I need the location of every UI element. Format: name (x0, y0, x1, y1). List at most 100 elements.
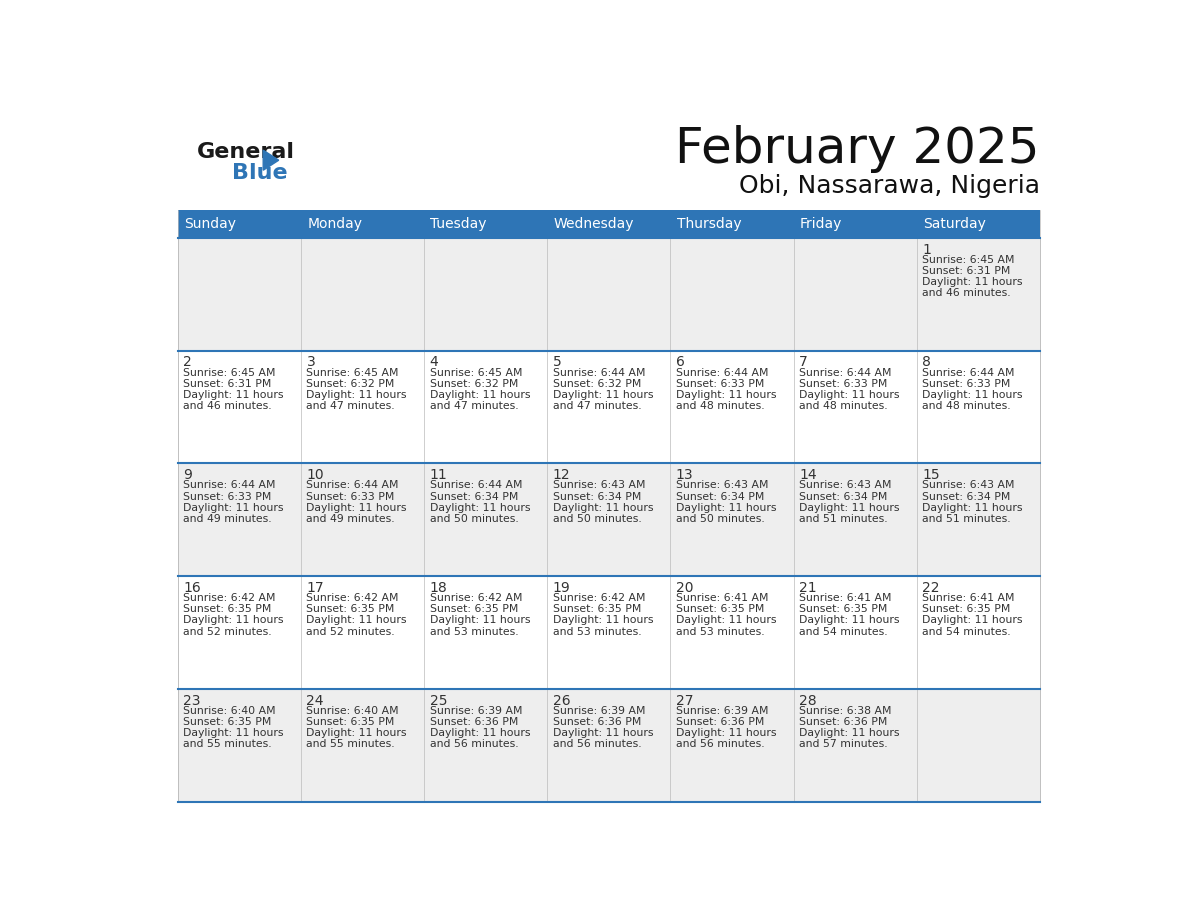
Bar (178, 464, 301, 577)
Bar (670, 688, 794, 801)
Text: and 53 minutes.: and 53 minutes. (676, 627, 764, 636)
Text: 11: 11 (430, 468, 448, 482)
Text: Sunrise: 6:39 AM: Sunrise: 6:39 AM (676, 706, 769, 716)
Text: Sunset: 6:36 PM: Sunset: 6:36 PM (676, 717, 764, 727)
Text: Daylight: 11 hours: Daylight: 11 hours (430, 503, 530, 513)
Polygon shape (264, 151, 279, 170)
Text: Daylight: 11 hours: Daylight: 11 hours (800, 615, 899, 625)
Text: 23: 23 (183, 693, 201, 708)
Text: Sunset: 6:32 PM: Sunset: 6:32 PM (552, 379, 642, 389)
Text: Sunrise: 6:38 AM: Sunrise: 6:38 AM (800, 706, 891, 716)
Bar (301, 238, 424, 351)
Text: 19: 19 (552, 581, 570, 595)
Bar (670, 464, 794, 577)
Bar (670, 238, 794, 351)
Text: Sunrise: 6:43 AM: Sunrise: 6:43 AM (922, 480, 1015, 490)
Text: Sunrise: 6:39 AM: Sunrise: 6:39 AM (552, 706, 645, 716)
Text: Sunset: 6:34 PM: Sunset: 6:34 PM (676, 491, 764, 501)
Text: Sunset: 6:35 PM: Sunset: 6:35 PM (183, 717, 272, 727)
Text: Sunset: 6:33 PM: Sunset: 6:33 PM (676, 379, 764, 389)
Bar (178, 351, 301, 464)
Bar (301, 464, 424, 577)
Text: Sunset: 6:36 PM: Sunset: 6:36 PM (552, 717, 642, 727)
Bar (917, 688, 1040, 801)
Text: Daylight: 11 hours: Daylight: 11 hours (430, 615, 530, 625)
Text: Sunrise: 6:44 AM: Sunrise: 6:44 AM (183, 480, 276, 490)
Bar (670, 577, 794, 688)
Bar (794, 351, 917, 464)
Text: and 48 minutes.: and 48 minutes. (922, 401, 1011, 411)
Bar (178, 688, 301, 801)
Text: Friday: Friday (800, 218, 842, 231)
Bar (424, 238, 548, 351)
Text: 13: 13 (676, 468, 694, 482)
Text: Sunset: 6:36 PM: Sunset: 6:36 PM (430, 717, 518, 727)
Text: Sunset: 6:34 PM: Sunset: 6:34 PM (922, 491, 1011, 501)
Text: 18: 18 (430, 581, 448, 595)
Text: and 49 minutes.: and 49 minutes. (183, 514, 272, 524)
Text: Daylight: 11 hours: Daylight: 11 hours (307, 390, 407, 400)
Text: 2: 2 (183, 355, 192, 369)
Text: 4: 4 (430, 355, 438, 369)
Text: Sunset: 6:31 PM: Sunset: 6:31 PM (922, 266, 1011, 276)
Text: Sunset: 6:35 PM: Sunset: 6:35 PM (430, 604, 518, 614)
Text: Sunrise: 6:44 AM: Sunrise: 6:44 AM (307, 480, 399, 490)
Text: and 53 minutes.: and 53 minutes. (430, 627, 518, 636)
Text: Sunrise: 6:42 AM: Sunrise: 6:42 AM (183, 593, 276, 603)
Text: Obi, Nassarawa, Nigeria: Obi, Nassarawa, Nigeria (739, 174, 1040, 198)
Text: Sunset: 6:32 PM: Sunset: 6:32 PM (430, 379, 518, 389)
Text: Daylight: 11 hours: Daylight: 11 hours (307, 503, 407, 513)
Bar (301, 210, 424, 238)
Text: General: General (196, 142, 295, 162)
Text: 27: 27 (676, 693, 694, 708)
Text: and 56 minutes.: and 56 minutes. (552, 739, 642, 749)
Text: Sunrise: 6:44 AM: Sunrise: 6:44 AM (800, 367, 891, 377)
Bar (917, 351, 1040, 464)
Text: Daylight: 11 hours: Daylight: 11 hours (676, 390, 776, 400)
Text: and 46 minutes.: and 46 minutes. (183, 401, 272, 411)
Text: and 54 minutes.: and 54 minutes. (922, 627, 1011, 636)
Text: Sunrise: 6:43 AM: Sunrise: 6:43 AM (676, 480, 769, 490)
Bar (917, 210, 1040, 238)
Text: Daylight: 11 hours: Daylight: 11 hours (183, 615, 284, 625)
Text: Daylight: 11 hours: Daylight: 11 hours (307, 615, 407, 625)
Text: Sunset: 6:36 PM: Sunset: 6:36 PM (800, 717, 887, 727)
Text: 21: 21 (800, 581, 816, 595)
Text: and 50 minutes.: and 50 minutes. (676, 514, 765, 524)
Text: Daylight: 11 hours: Daylight: 11 hours (800, 390, 899, 400)
Text: Daylight: 11 hours: Daylight: 11 hours (922, 390, 1023, 400)
Text: Daylight: 11 hours: Daylight: 11 hours (676, 503, 776, 513)
Text: and 57 minutes.: and 57 minutes. (800, 739, 887, 749)
Text: Sunrise: 6:41 AM: Sunrise: 6:41 AM (922, 593, 1015, 603)
Text: 8: 8 (922, 355, 931, 369)
Text: Daylight: 11 hours: Daylight: 11 hours (922, 615, 1023, 625)
Text: Sunrise: 6:42 AM: Sunrise: 6:42 AM (430, 593, 522, 603)
Text: Sunrise: 6:45 AM: Sunrise: 6:45 AM (307, 367, 399, 377)
Text: Sunrise: 6:44 AM: Sunrise: 6:44 AM (430, 480, 522, 490)
Text: 14: 14 (800, 468, 816, 482)
Text: Sunset: 6:31 PM: Sunset: 6:31 PM (183, 379, 272, 389)
Bar (178, 577, 301, 688)
Text: and 56 minutes.: and 56 minutes. (430, 739, 518, 749)
Bar (670, 351, 794, 464)
Text: Sunset: 6:33 PM: Sunset: 6:33 PM (307, 491, 394, 501)
Text: Daylight: 11 hours: Daylight: 11 hours (430, 390, 530, 400)
Bar (178, 238, 301, 351)
Bar (301, 577, 424, 688)
Text: Sunrise: 6:45 AM: Sunrise: 6:45 AM (430, 367, 522, 377)
Bar (670, 210, 794, 238)
Text: Sunset: 6:34 PM: Sunset: 6:34 PM (800, 491, 887, 501)
Text: Daylight: 11 hours: Daylight: 11 hours (552, 728, 653, 738)
Text: Sunrise: 6:40 AM: Sunrise: 6:40 AM (183, 706, 276, 716)
Text: Saturday: Saturday (923, 218, 986, 231)
Text: Sunday: Sunday (184, 218, 236, 231)
Text: Sunset: 6:35 PM: Sunset: 6:35 PM (307, 604, 394, 614)
Bar (917, 464, 1040, 577)
Text: Sunrise: 6:44 AM: Sunrise: 6:44 AM (922, 367, 1015, 377)
Text: 24: 24 (307, 693, 324, 708)
Text: 12: 12 (552, 468, 570, 482)
Text: and 56 minutes.: and 56 minutes. (676, 739, 764, 749)
Text: 6: 6 (676, 355, 684, 369)
Text: February 2025: February 2025 (675, 125, 1040, 173)
Text: Wednesday: Wednesday (554, 218, 634, 231)
